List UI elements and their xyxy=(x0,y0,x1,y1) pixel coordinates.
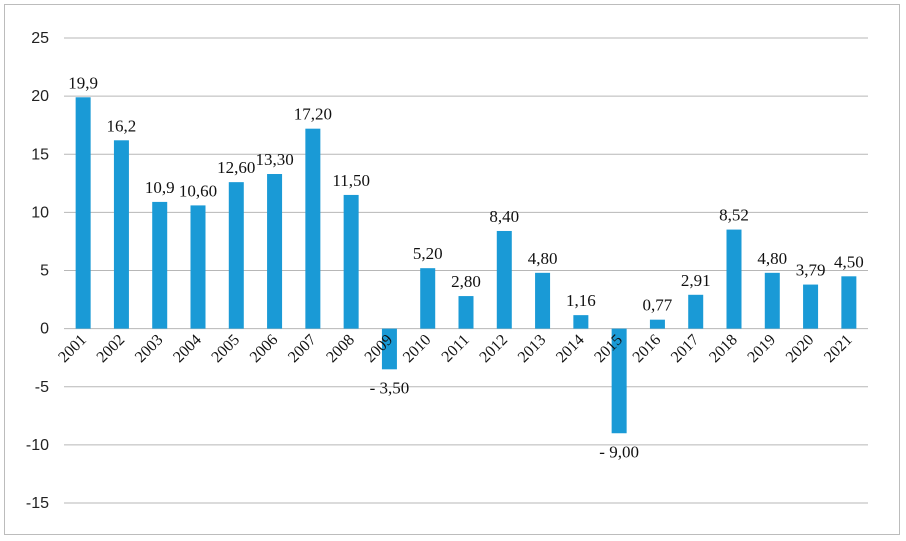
bar xyxy=(75,97,91,329)
x-tick-label: 2008 xyxy=(323,331,358,366)
y-tick-label: 15 xyxy=(31,146,49,163)
x-tick-label: 2018 xyxy=(706,331,741,366)
data-label: 4,80 xyxy=(528,249,558,268)
bar xyxy=(190,205,206,329)
bar xyxy=(305,128,321,329)
data-label: 8,40 xyxy=(489,207,519,226)
bar xyxy=(841,276,857,329)
y-tick-label: -5 xyxy=(35,379,49,396)
data-label: 17,20 xyxy=(294,105,332,124)
bar xyxy=(726,229,742,329)
bar xyxy=(649,319,665,329)
bar xyxy=(688,294,704,329)
bar xyxy=(535,272,551,329)
x-tick-label: 2006 xyxy=(247,331,282,366)
data-label: 8,52 xyxy=(719,206,749,225)
data-label: 1,16 xyxy=(566,291,596,310)
data-label: 10,60 xyxy=(179,181,217,200)
x-axis: 2001 2002 2003 2004 2005 2006 2007 2008 2009 2010… xyxy=(55,331,855,366)
bar xyxy=(573,315,589,329)
x-tick-label: 2005 xyxy=(208,331,243,366)
bar xyxy=(228,182,244,329)
x-tick-label: 2014 xyxy=(553,331,588,366)
y-tick-label: -10 xyxy=(26,437,49,454)
x-tick-label: 2016 xyxy=(630,331,665,366)
bar xyxy=(496,230,512,329)
data-label: 4,80 xyxy=(757,249,787,268)
data-label: 16,2 xyxy=(107,116,137,135)
bar xyxy=(803,284,819,329)
bar xyxy=(458,296,474,329)
x-tick-label: 2019 xyxy=(744,331,779,366)
bar xyxy=(611,328,627,434)
bar xyxy=(267,174,283,329)
y-tick-label: 20 xyxy=(31,88,49,105)
x-tick-label: 2010 xyxy=(400,331,435,366)
data-label: 2,91 xyxy=(681,271,711,290)
y-tick-label: 10 xyxy=(31,204,49,221)
data-label: - 3,50 xyxy=(370,378,410,397)
data-label: 2,80 xyxy=(451,272,481,291)
x-tick-label: 2013 xyxy=(515,331,550,366)
data-label: 0,77 xyxy=(643,296,673,315)
x-tick-label: 2007 xyxy=(285,331,320,366)
data-label: 19,9 xyxy=(68,73,98,92)
x-tick-label: 2011 xyxy=(439,331,473,365)
data-label: 4,50 xyxy=(834,252,864,271)
bar xyxy=(420,268,436,329)
x-tick-label: 2020 xyxy=(783,331,818,366)
data-label: 11,50 xyxy=(332,171,370,190)
data-label: 10,9 xyxy=(145,178,175,197)
x-tick-label: 2001 xyxy=(55,331,90,366)
gridlines xyxy=(64,37,868,504)
x-tick-label: 2002 xyxy=(94,331,129,366)
x-tick-label: 2012 xyxy=(476,331,511,366)
data-label: 3,79 xyxy=(796,261,826,280)
bar xyxy=(113,140,129,329)
bar xyxy=(152,201,168,329)
x-tick-label: 2021 xyxy=(821,331,856,366)
y-tick-label: 25 xyxy=(31,30,49,47)
x-tick-label: 2003 xyxy=(132,331,167,366)
y-tick-label: 5 xyxy=(40,263,49,280)
x-tick-label: 2004 xyxy=(170,331,205,366)
bar xyxy=(381,328,397,370)
data-label: - 9,00 xyxy=(599,442,639,461)
x-tick-label: 2017 xyxy=(668,331,703,366)
bars xyxy=(75,97,857,434)
bar xyxy=(764,272,780,329)
data-label: 13,30 xyxy=(255,150,293,169)
y-tick-label: 0 xyxy=(40,321,49,338)
bar xyxy=(343,194,359,329)
y-axis: 25 20 15 10 5 0 -5 -10 -15 xyxy=(26,30,49,512)
y-tick-label: -15 xyxy=(26,495,49,512)
data-label: 12,60 xyxy=(217,158,255,177)
data-label: 5,20 xyxy=(413,244,443,263)
